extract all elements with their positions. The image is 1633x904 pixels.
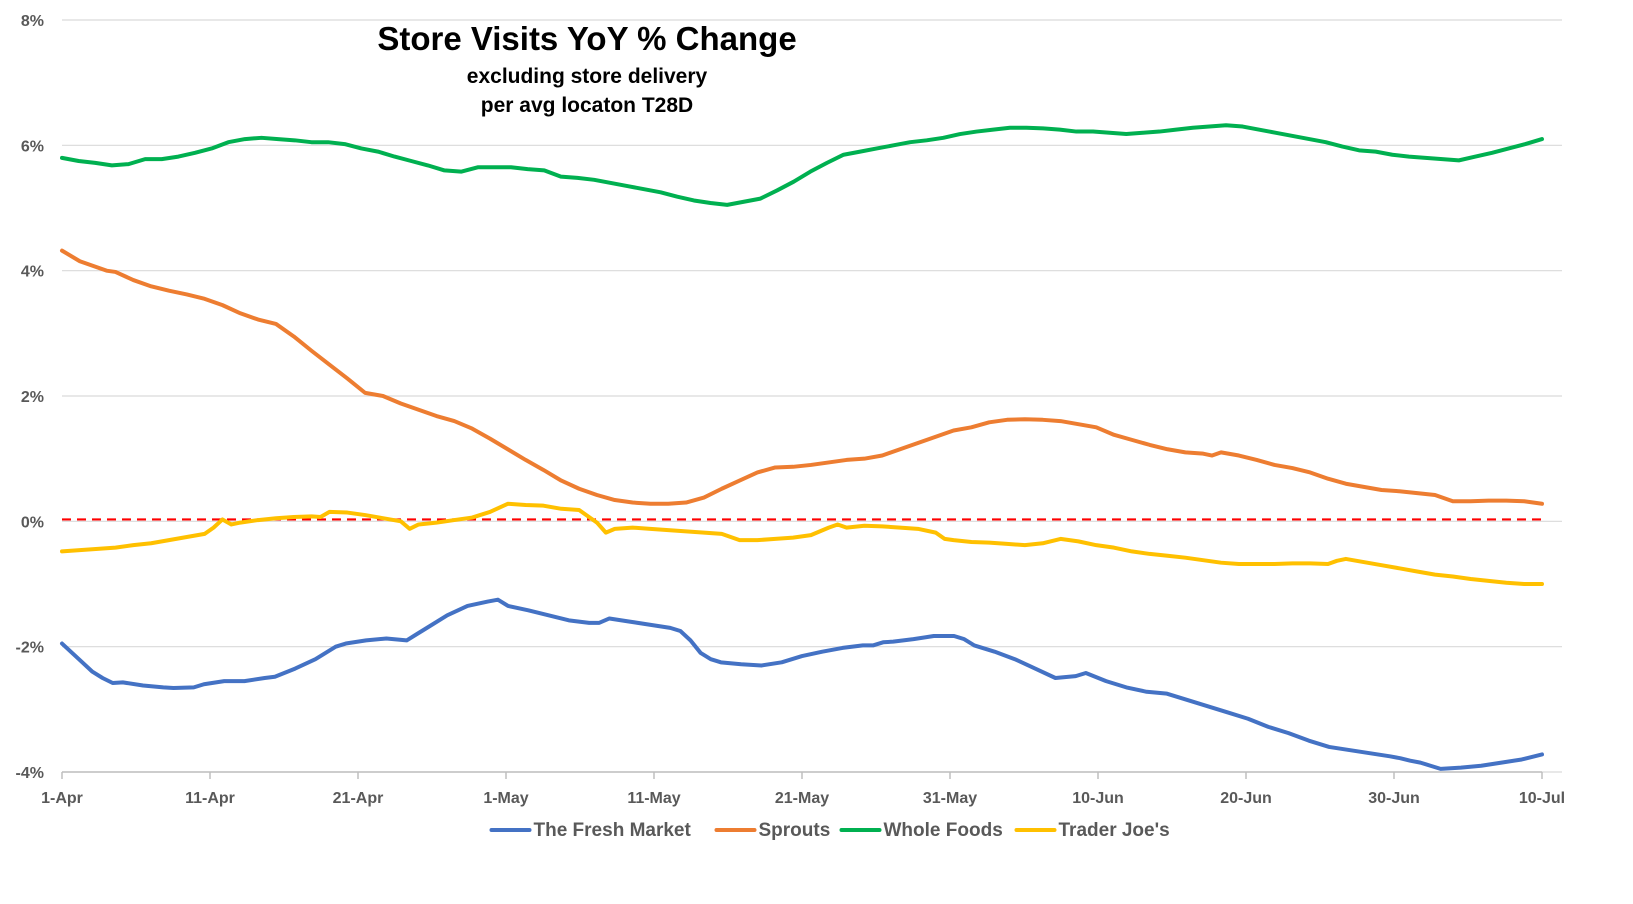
- y-tick-label: -4%: [16, 765, 44, 782]
- series-line-trader-joe-s: [60, 501, 1544, 586]
- series-line-the-fresh-market: [60, 597, 1544, 771]
- chart-subtitle-line-2: per avg locaton T28D: [481, 94, 693, 117]
- x-tick-label: 10-Jul: [1519, 790, 1565, 807]
- y-tick-label: 4%: [21, 264, 44, 281]
- x-tick-label: 21-May: [775, 790, 829, 807]
- y-tick-label: 0%: [21, 514, 44, 531]
- y-tick-label: 2%: [21, 389, 44, 406]
- x-tick-label: 31-May: [923, 790, 977, 807]
- chart-title: Store Visits YoY % Change: [377, 20, 796, 57]
- x-tick-label: 1-May: [483, 790, 528, 807]
- legend: The Fresh Market Sprouts Whole Foods Trader…: [489, 820, 1170, 841]
- x-tick-label: 30-Jun: [1368, 790, 1420, 807]
- legend-label: Whole Foods: [884, 820, 1003, 841]
- y-tick-label: 8%: [21, 13, 44, 30]
- x-tick-label: 20-Jun: [1220, 790, 1272, 807]
- chart-subtitle-line-1: excluding store delivery: [467, 65, 708, 88]
- x-tick-label: 11-Apr: [185, 790, 235, 807]
- legend-label: The Fresh Market: [534, 820, 692, 841]
- series-lines: [60, 123, 1544, 771]
- axes: -4% -2% 0% 2% 4% 6% 8% 1-Apr 11-Apr 21-Apr 1-May 11…: [16, 13, 1566, 807]
- legend-label: Sprouts: [759, 820, 831, 841]
- y-tick-label: -2%: [16, 640, 44, 657]
- x-tick-label: 21-Apr: [333, 790, 384, 807]
- x-tick-label: 11-May: [627, 790, 680, 807]
- series-line-whole-foods: [60, 123, 1544, 207]
- x-tick-label: 10-Jun: [1072, 790, 1124, 807]
- series-line-sprouts: [60, 248, 1544, 506]
- legend-label: Trader Joe's: [1059, 820, 1170, 841]
- gridlines: [62, 19, 1562, 773]
- y-tick-label: 6%: [21, 138, 44, 155]
- x-tick-label: 1-Apr: [41, 790, 83, 807]
- chart-title-block: Store Visits YoY % Change excluding stor…: [377, 20, 796, 117]
